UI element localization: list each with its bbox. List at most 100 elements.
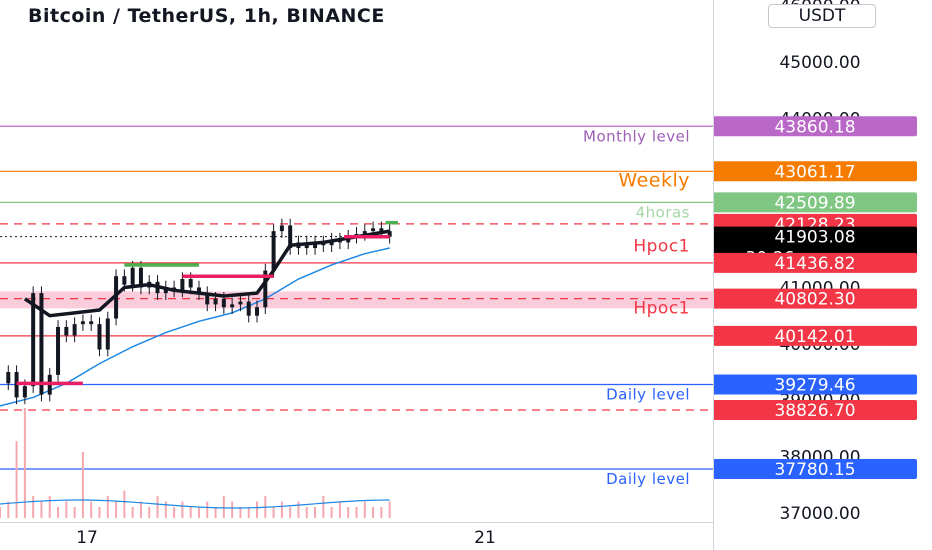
candle-body-28: [230, 304, 235, 308]
volume-bar-29: [239, 507, 242, 518]
candle-body-34: [279, 225, 284, 232]
price-tag-7: [713, 325, 917, 346]
volume-bar-39: [322, 496, 325, 518]
volume-ma-line: [0, 499, 390, 509]
zone-layer: [0, 291, 713, 309]
time-axis-separator: [0, 522, 713, 523]
volume-layer: [0, 408, 391, 518]
candle-body-23: [188, 279, 193, 288]
price-axis-separator: [713, 0, 714, 550]
level-label-10: Daily level: [606, 470, 690, 488]
candle-body-14: [114, 276, 119, 319]
candle-body-7: [56, 326, 61, 375]
price-tag-1: [713, 161, 917, 182]
price-tags-layer: 43860.1843061.1742509.8942128.2341903.08…: [713, 116, 917, 480]
volume-bar-33: [272, 507, 275, 518]
volume-bar-0: [0, 507, 1, 518]
y-tick-label-1: 45000.00: [779, 53, 860, 73]
price-tag-label-10: 37780.15: [774, 460, 855, 480]
candle-body-33: [271, 231, 276, 271]
candle-body-35: [288, 225, 293, 249]
price-tag-label-0: 43860.18: [774, 117, 855, 137]
price-tag-label-4: 41903.08: [774, 228, 855, 248]
candle-body-19: [155, 281, 160, 294]
volume-bar-36: [297, 501, 300, 518]
volume-bar-1: [7, 501, 10, 518]
candle-body-41: [337, 239, 342, 243]
candle-body-24: [196, 287, 201, 294]
candle-body-4: [31, 293, 36, 387]
volume-bar-34: [280, 501, 283, 518]
volume-bar-21: [173, 507, 176, 518]
candle-body-44: [362, 231, 367, 234]
volume-bar-28: [231, 501, 234, 518]
candle-body-30: [246, 301, 251, 316]
volume-bar-26: [214, 507, 217, 518]
candles-layer: [6, 218, 392, 405]
volume-bar-45: [372, 507, 375, 518]
candle-body-26: [213, 298, 218, 305]
level-lines-layer: Monthly level Weekly 4horas Hpoc1 Hpoc1 Daily…: [0, 125, 713, 488]
candle-body-12: [97, 324, 102, 350]
x-axis-ticks: 17 21: [76, 528, 496, 548]
volume-bar-19: [156, 496, 159, 518]
price-zone: [0, 291, 713, 309]
chart-title: Bitcoin / TetherUS, 1h, BINANCE: [28, 5, 385, 27]
price-tag-9: [713, 400, 917, 421]
segments-layer: [16, 220, 398, 386]
volume-bar-5: [40, 501, 43, 518]
x-tick-label-0: 17: [76, 528, 98, 548]
volume-bar-46: [380, 507, 383, 518]
candle-body-39: [321, 242, 326, 246]
candle-body-21: [172, 287, 177, 291]
candle-body-20: [163, 287, 168, 294]
candle-body-45: [371, 228, 376, 232]
volume-bar-18: [148, 507, 151, 518]
level-label-4: Hpoc1: [633, 237, 690, 257]
volume-bar-4: [32, 496, 35, 518]
price-tag-8: [713, 374, 917, 395]
volume-bar-12: [98, 507, 101, 518]
level-label-2: 4horas: [636, 203, 690, 221]
price-tag-0: [713, 116, 917, 137]
volume-bar-44: [363, 501, 366, 518]
price-tag-label-9: 38826.70: [774, 401, 855, 421]
candle-body-40: [329, 239, 334, 246]
candle-body-38: [313, 242, 318, 249]
volume-bar-42: [347, 507, 350, 518]
price-tag-10: [713, 459, 917, 480]
candle-body-1: [6, 372, 11, 384]
volume-bar-25: [206, 501, 209, 518]
price-tag-5: [713, 252, 917, 273]
volume-bar-22: [181, 501, 184, 518]
volume-bar-10: [81, 452, 84, 518]
price-tag-6: [713, 288, 917, 309]
volume-bar-17: [139, 501, 142, 518]
volume-bar-3: [23, 408, 26, 518]
candle-body-5: [39, 293, 44, 395]
candle-body-37: [304, 242, 309, 249]
price-tag-label-1: 43061.17: [774, 162, 855, 182]
volume-bar-37: [305, 507, 308, 518]
price-tag-label-2: 42509.89: [774, 193, 855, 213]
volume-bar-16: [131, 507, 134, 518]
currency-button[interactable]: USDT: [768, 4, 876, 28]
candle-body-18: [147, 281, 152, 288]
volume-bar-14: [115, 501, 118, 518]
plot-area[interactable]: [0, 0, 713, 522]
candle-body-2: [14, 372, 19, 398]
candle-body-46: [379, 228, 384, 232]
candle-body-16: [130, 267, 135, 285]
level-label-8: Daily level: [606, 385, 690, 403]
candle-body-29: [238, 301, 243, 305]
candle-body-27: [221, 298, 226, 308]
candle-body-15: [122, 276, 127, 285]
volume-bar-24: [197, 507, 200, 518]
candle-body-36: [296, 242, 301, 249]
x-tick-label-1: 21: [474, 528, 496, 548]
volume-bar-9: [73, 507, 76, 518]
candle-body-9: [72, 324, 77, 336]
volume-bar-41: [338, 501, 341, 518]
price-tag-label-5: 41436.82: [774, 254, 855, 274]
